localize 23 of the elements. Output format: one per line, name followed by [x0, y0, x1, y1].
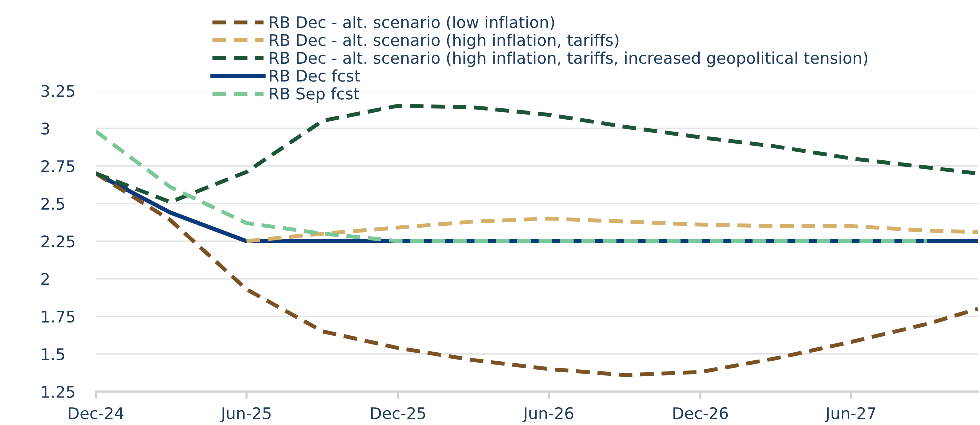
legend-label: RB Sep fcst — [270, 88, 360, 103]
x-tick-label: Jun-27 — [824, 407, 876, 422]
y-tick-label: 1.75 — [42, 311, 75, 323]
y-tick-label: 3 — [42, 122, 50, 135]
legend-label: RB Dec - alt. scenario (low inflation) — [270, 16, 554, 30]
line-series — [96, 104, 978, 204]
x-tick-label: Jun-25 — [220, 407, 271, 422]
y-tick-label: 1.25 — [42, 386, 75, 398]
line-series — [96, 130, 930, 244]
y-tick-label: 1.5 — [42, 348, 64, 361]
y-tick-label: 2.5 — [42, 198, 64, 210]
legend-label: RB Dec - alt. scenario (high inflation, tariffs, increased geopolitical tension) — [270, 52, 868, 68]
legend-label: RB Dec - alt. scenario (high inflation, tariffs) — [270, 34, 619, 50]
x-tick-label: Dec-24 — [69, 407, 124, 420]
y-tick-label: 2 — [42, 273, 50, 286]
x-tick-label: Jun-26 — [522, 407, 574, 422]
y-tick-label: 2.75 — [42, 160, 75, 172]
y-tick-label: 2.25 — [42, 236, 75, 248]
x-tick-label: Dec-26 — [674, 407, 728, 420]
legend-label: RB Dec fcst — [270, 70, 360, 82]
y-tick-label: 3.25 — [42, 85, 75, 98]
line-series — [244, 216, 978, 244]
x-tick-label: Dec-25 — [371, 407, 426, 420]
